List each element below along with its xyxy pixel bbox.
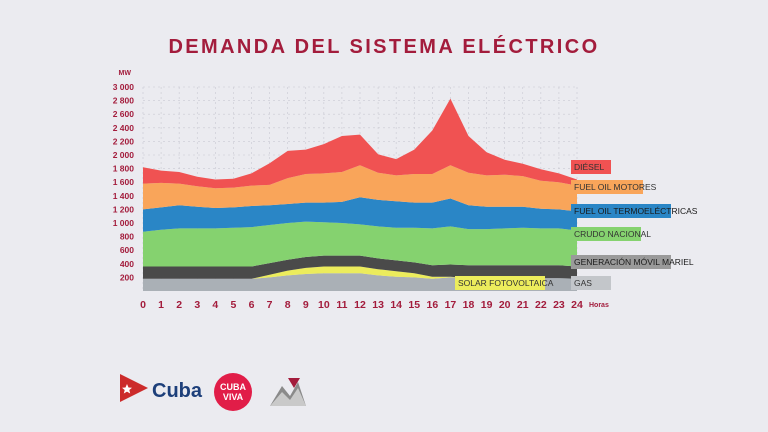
x-tick-label: 17 — [445, 299, 457, 311]
legend-item-diesel: DIÉSEL — [571, 160, 611, 174]
x-axis-label: Horas — [589, 302, 609, 309]
area-series-fuel_oil_motores — [143, 165, 577, 212]
legend-item-generacion_movil: GENERACIÓN MÓVIL MARIEL — [571, 255, 694, 269]
y-tick-label: 3 000 — [113, 82, 135, 92]
x-tick-label: 8 — [285, 299, 291, 311]
cuba-logo-text: Cuba — [152, 380, 202, 402]
x-tick-label: 1 — [158, 299, 164, 311]
cuba-flag-icon — [120, 374, 148, 402]
y-tick-label: 600 — [120, 245, 134, 255]
x-tick-label: 9 — [303, 299, 309, 311]
x-tick-label: 22 — [535, 299, 547, 311]
y-axis: MW 3 000 2 800 2 600 2 400 2 200 2 000 1 800 1 6… — [113, 70, 135, 282]
area-series-diesel — [143, 98, 577, 189]
area-series-crudo_nacional — [143, 221, 577, 267]
x-tick-label: 0 — [140, 299, 146, 311]
x-tick-label: 15 — [408, 299, 420, 311]
x-tick-label: 18 — [463, 299, 475, 311]
y-tick-label: 1 000 — [113, 218, 135, 228]
x-tick-label: 3 — [194, 299, 200, 311]
svg-text:VIVA: VIVA — [223, 392, 244, 402]
x-tick-label: 12 — [354, 299, 366, 311]
legend-item-fuel_oil_motores: FUEL OIL MOTORES — [571, 180, 656, 194]
y-tick-label: 1 600 — [113, 177, 135, 187]
x-tick-label: 2 — [176, 299, 182, 311]
y-tick-label: 400 — [120, 259, 134, 269]
institution-logo — [268, 372, 308, 412]
x-tick-label: 11 — [336, 299, 347, 311]
mountain-logo-icon — [270, 378, 306, 406]
x-tick-label: 24 — [571, 299, 583, 311]
x-tick-label: 6 — [249, 299, 255, 311]
x-tick-label: 7 — [267, 299, 273, 311]
svg-text:CUBA: CUBA — [220, 382, 246, 392]
area-series-generacion_movil — [143, 255, 577, 279]
areas — [143, 98, 577, 291]
area-series-solar — [143, 266, 577, 279]
x-tick-label: 5 — [230, 299, 236, 311]
x-tick-label: 20 — [499, 299, 511, 311]
x-tick-label: 13 — [372, 299, 384, 311]
legend-item-fuel_oil_termo: FUEL OIL TERMOELÉCTRICAS — [571, 204, 697, 218]
x-tick-label: 4 — [212, 299, 218, 311]
x-tick-label: 19 — [481, 299, 493, 311]
y-tick-label: 1 400 — [113, 191, 135, 201]
x-tick-label: 10 — [318, 299, 330, 311]
area-series-fuel_oil_termo — [143, 197, 577, 232]
legend-item-solar: SOLAR FOTOVOLTAICA — [455, 276, 553, 290]
y-tick-label: 1 800 — [113, 164, 135, 174]
chart-title: DEMANDA DEL SISTEMA ELÉCTRICO — [168, 36, 600, 58]
y-tick-label: 800 — [120, 232, 134, 242]
y-tick-label: 2 400 — [113, 123, 135, 133]
x-axis: 0 1 2 3 4 5 6 7 8 9 10 11 12 13 14 15 16 17 18 19 20 21 22 23 24… — [140, 299, 609, 311]
x-tick-label: 14 — [390, 299, 402, 311]
y-tick-label: 200 — [120, 272, 134, 282]
cuba-logo: Cuba — [118, 372, 202, 412]
y-tick-label: 2 200 — [113, 136, 135, 146]
y-axis-label: MW — [119, 70, 132, 77]
x-tick-label: 21 — [517, 299, 529, 311]
legend-item-gas: GAS — [571, 276, 611, 290]
x-tick-label: 23 — [553, 299, 565, 311]
y-tick-label: 1 200 — [113, 204, 135, 214]
y-tick-label: 2 600 — [113, 109, 135, 119]
cubaviva-logo: CUBA VIVA — [212, 372, 254, 412]
y-tick-label: 2 000 — [113, 150, 135, 160]
y-tick-label: 2 800 — [113, 96, 135, 106]
legend-item-crudo_nacional: CRUDO NACIONAL — [571, 227, 651, 241]
x-tick-label: 16 — [426, 299, 438, 311]
